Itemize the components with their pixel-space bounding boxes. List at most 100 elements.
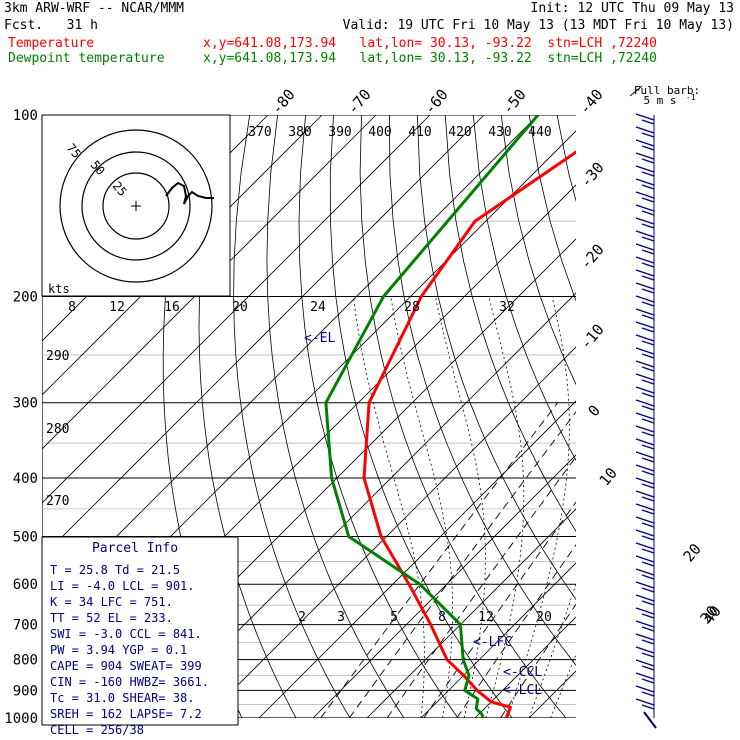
isotherm-line	[42, 115, 377, 450]
hodograph-tick-label: 12	[109, 300, 125, 315]
isotherm-line	[312, 454, 576, 718]
wind-barb	[641, 574, 655, 580]
pressure-label: 500	[13, 529, 38, 545]
wind-barb	[635, 633, 655, 641]
mixing-ratio-label: 8	[438, 610, 446, 625]
moist-adiabat-label: 270	[46, 494, 69, 509]
dry-adiabat-line	[613, 115, 740, 731]
dry-adiabat-line	[389, 115, 576, 666]
dry-adiabat-line	[444, 115, 576, 532]
wind-barb	[641, 392, 655, 398]
wind-barb	[635, 152, 655, 160]
model-title: 3km ARW-WRF -- NCAR/MMM	[4, 1, 185, 16]
parcel-info-row: CIN = -160 HWBZ= 3661.	[50, 675, 209, 689]
pressure-label: 700	[13, 618, 38, 634]
isotherm-line	[258, 400, 576, 718]
legend-temperature-name: Temperature	[8, 36, 95, 51]
parcel-info-row: CELL = 256/38	[50, 723, 144, 737]
wind-barb	[635, 308, 655, 316]
moist-adiabat-label: 290	[46, 349, 69, 364]
wind-barb	[643, 711, 657, 729]
wind-barb	[635, 438, 655, 446]
wind-barb	[635, 113, 655, 121]
mixing-ratio-line	[456, 544, 576, 718]
wind-barb	[641, 301, 655, 307]
parcel-info-box	[41, 536, 239, 726]
wind-barb	[635, 126, 655, 134]
wind-barb	[641, 288, 655, 294]
hodograph-tick-label: 28	[404, 300, 420, 315]
parcel-info-row: SWI = -3.0 CCL = 841.	[50, 627, 202, 641]
wind-barb	[641, 444, 655, 450]
dry-adiabat-label: 410	[408, 125, 431, 140]
dry-adiabat-label: 430	[488, 125, 511, 140]
isotherm-right-label: 0	[584, 402, 604, 420]
wind-barb	[641, 197, 655, 203]
pressure-label: 900	[13, 683, 38, 699]
isotherm-top-label: -60	[421, 86, 452, 118]
mixing-ratio-label: 5	[390, 610, 398, 625]
wind-barb	[641, 379, 655, 385]
wind-barb	[641, 457, 655, 463]
dry-adiabat-line	[359, 115, 567, 718]
isotherm-line	[150, 292, 576, 718]
wind-barb	[641, 561, 655, 567]
mixing-ratio-label: 12	[478, 610, 494, 625]
wind-barb	[635, 347, 655, 355]
parcel-info-row: LI = -4.0 LCL = 901.	[50, 579, 195, 593]
parcel-info-row: TT = 52 EL = 233.	[50, 611, 173, 625]
wind-barb	[635, 542, 655, 550]
moist-adiabat-line	[507, 296, 570, 718]
wind-barb	[641, 678, 655, 684]
wind-barb	[635, 555, 655, 563]
isotherm-line	[637, 115, 740, 718]
mixing-ratio-line	[423, 501, 576, 718]
legend-dewpoint-info: x,y=641.08,173.94 lat,lon= 30.13, -93.22…	[203, 51, 657, 66]
wind-barb	[641, 145, 655, 151]
isotherm-line	[420, 562, 576, 718]
wind-barb	[641, 275, 655, 281]
isotherm-line	[204, 346, 576, 718]
parcel-info-row: PW = 3.94 YGP = 0.1	[50, 643, 187, 657]
parcel-level-marker: <-CCL	[503, 665, 542, 680]
wind-barb	[635, 672, 655, 680]
wind-barb	[635, 243, 655, 251]
dry-adiabat-line	[298, 115, 459, 718]
wind-barb	[635, 282, 655, 290]
wind-barb	[635, 516, 655, 524]
isotherm-right-label: -10	[577, 321, 608, 353]
barb-legend-sample	[629, 85, 643, 97]
wind-barb	[635, 373, 655, 381]
wind-barb	[641, 691, 655, 697]
wind-barb	[641, 340, 655, 346]
wind-barb	[635, 295, 655, 303]
dry-adiabat-line	[417, 115, 576, 600]
wind-barb	[641, 665, 655, 671]
wind-barb	[635, 139, 655, 147]
parcel-info-row: K = 34 LFC = 751.	[50, 595, 173, 609]
wind-barb	[641, 210, 655, 216]
wind-barb	[635, 594, 655, 602]
init-time: Init: 12 UTC Thu 09 May 13	[530, 1, 735, 16]
wind-barb	[635, 529, 655, 537]
wind-barb	[635, 685, 655, 693]
wind-barb	[635, 386, 655, 394]
mixing-ratio-line	[320, 402, 559, 718]
wind-barb	[635, 646, 655, 654]
isotherm-right-label: 10	[595, 464, 620, 489]
moist-adiabat-line	[485, 296, 525, 718]
parcel-info-row: Tc = 31.0 SHEAR= 38.	[50, 691, 195, 705]
wind-barb	[641, 587, 655, 593]
isotherm-line	[583, 115, 740, 718]
moist-adiabat-line	[528, 582, 576, 718]
pressure-label: 400	[13, 471, 38, 487]
wind-barb	[641, 600, 655, 606]
mixing-ratio-label: 2	[298, 610, 306, 625]
hodograph-kts-label: kts	[48, 282, 70, 296]
wind-barb	[635, 607, 655, 615]
wind-barb	[635, 360, 655, 368]
wind-barb	[641, 522, 655, 528]
wind-barb	[635, 256, 655, 264]
mixing-ratio-label: 3	[337, 610, 345, 625]
